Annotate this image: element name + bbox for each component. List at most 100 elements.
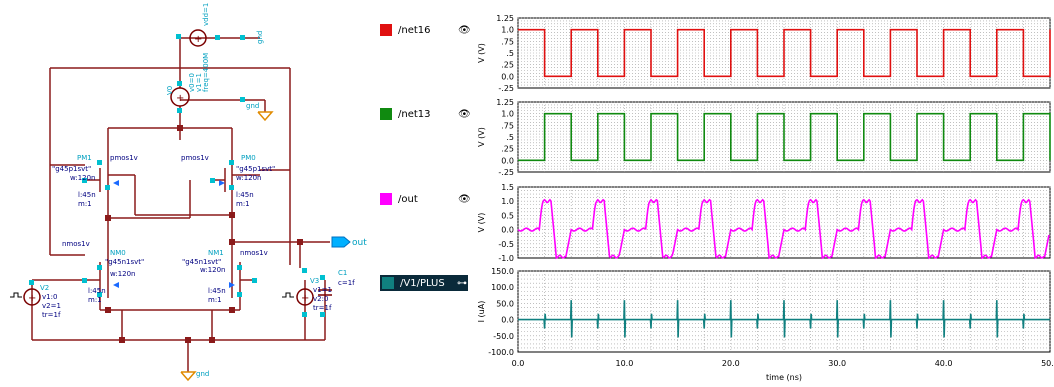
vdd-gnd-label: gnd: [256, 31, 264, 44]
v0-param-1: v1=1: [195, 73, 203, 92]
legend-label-out: /out: [398, 193, 418, 205]
nm0-model-label: "g45n1svt": [105, 258, 144, 266]
x-tick-label: 40.0: [935, 359, 953, 368]
y-tick-label: -50.0: [493, 332, 514, 341]
y-tick-label: -1.0: [498, 254, 514, 263]
visibility-eye-icon[interactable]: 👁: [458, 24, 471, 36]
y-axis-title: V (V): [477, 127, 486, 147]
v0-gnd-label: gnd: [246, 102, 259, 110]
legend-swatch-v1-plus: [382, 277, 394, 289]
pm0-length-label: l:45n: [236, 191, 254, 199]
y-tick-label: .25: [501, 145, 514, 154]
y-tick-label: 1.0: [501, 197, 514, 206]
schematic-canvas[interactable]: + + + +: [0, 0, 370, 387]
v0-param-0: v0=0: [188, 73, 196, 92]
c1-name-label: C1: [338, 269, 347, 277]
visibility-toggle-icon[interactable]: ⊶: [457, 277, 467, 289]
schematic-drawing[interactable]: + + + +: [0, 0, 370, 387]
pm1-length-label: l:45n: [78, 191, 96, 199]
waveform-viewer[interactable]: 1.25 1.0 .75 .5 .25 0.0 -.25 V (V) 1.25 1.0 .75 .5.…: [470, 0, 1054, 387]
y-axis-title: I (uA): [477, 301, 486, 323]
bottom-gnd-label: gnd: [196, 370, 209, 378]
x-tick-label: 20.0: [722, 359, 740, 368]
series-line-net13: [518, 112, 1051, 162]
c1-value-label: c=1f: [338, 279, 355, 287]
y-tick-label: -100.0: [488, 348, 514, 357]
legend-item-net13[interactable]: /net13 👁: [380, 106, 471, 122]
svg-text:+: +: [301, 293, 309, 304]
y-tick-label: 0.0: [501, 226, 514, 235]
nm0-width-label: w:120n: [110, 270, 136, 278]
nm0-name-label: NM0: [110, 249, 126, 257]
nm1-name-label: NM1: [208, 249, 224, 257]
x-tick-label: 30.0: [828, 359, 846, 368]
y-tick-label: 1.5: [501, 183, 514, 192]
visibility-eye-icon[interactable]: 👁: [458, 193, 471, 205]
series-line-v1plus: [518, 300, 1050, 338]
y-tick-label: -.25: [498, 168, 514, 177]
pm1-model-label: "g45p1svt": [52, 165, 91, 173]
series-line-out: [517, 198, 1050, 260]
pm0-width-label: w:120n: [236, 174, 262, 182]
legend-label-net13: /net13: [398, 108, 431, 120]
y-tick-label: 1.25: [496, 98, 514, 107]
y-tick-label: 100.0: [491, 283, 514, 292]
v3-v2-label: v2:0: [313, 295, 328, 303]
y-tick-label: .5: [506, 133, 514, 142]
legend-swatch-net13: [380, 108, 392, 120]
nm1-type-label: nmos1v: [240, 249, 268, 257]
y-tick-label: .75: [501, 121, 514, 130]
nm1-model-label: "g45n1svt": [182, 258, 221, 266]
nm0-length-label: l:45n: [88, 287, 106, 295]
legend-label-net16: /net16: [398, 24, 431, 36]
y-tick-label: 1.0: [501, 26, 514, 35]
legend-swatch-out: [380, 193, 392, 205]
x-tick-label: 50.0: [1041, 359, 1054, 368]
legend-swatch-net16: [380, 24, 392, 36]
y-tick-label: 0.0: [501, 72, 514, 81]
pm0-mult-label: m:1: [236, 200, 250, 208]
pm0-model-label: "g45p1svt": [236, 165, 275, 173]
nm0-mult-label: m:1: [88, 296, 102, 304]
v3-v1-label: v1=1: [313, 286, 332, 294]
pm0-name-label: PM0: [241, 154, 256, 162]
svg-text:+: +: [28, 293, 36, 304]
v2-tr-label: tr=1f: [42, 311, 61, 319]
series-line-net16: [518, 28, 1051, 78]
y-tick-label: .25: [501, 61, 514, 70]
vdd-source-label: vdd=1: [202, 3, 210, 26]
pm0-type-label: pmos1v: [181, 154, 209, 162]
v0-param-2: freq=400M: [202, 53, 210, 92]
y-tick-label: 1.0: [501, 110, 514, 119]
legend-label-v1-plus: /V1/PLUS: [400, 277, 445, 289]
legend-item-out[interactable]: /out 👁: [380, 191, 471, 207]
legend-item-net16[interactable]: /net16 👁: [380, 22, 471, 38]
v0-name-label: V0: [166, 86, 174, 95]
x-tick-label: 10.0: [615, 359, 633, 368]
y-tick-label: 150.0: [491, 267, 514, 276]
visibility-eye-icon[interactable]: 👁: [458, 108, 471, 120]
v3-name-label: V3: [310, 277, 319, 285]
x-axis-title: time (ns): [766, 373, 802, 382]
y-tick-label: 0.0: [501, 316, 514, 325]
nm0-type-label: nmos1v: [62, 240, 90, 248]
out-pin-label: out: [352, 238, 367, 248]
y-tick-label: 0.5: [501, 211, 514, 220]
waveform-plots[interactable]: 1.25 1.0 .75 .5 .25 0.0 -.25 V (V) 1.25 1.0 .75 .5.…: [470, 0, 1054, 387]
nm1-width-label: w:120n: [200, 266, 226, 274]
pm1-type-label: pmos1v: [110, 154, 138, 162]
y-tick-label: .5: [506, 49, 514, 58]
nm1-length-label: l:45n: [208, 287, 226, 295]
pm1-name-label: PM1: [77, 154, 92, 162]
y-tick-label: 50.0: [496, 299, 514, 308]
pm1-width-label: w:120n: [70, 174, 96, 182]
y-tick-label: 1.25: [496, 14, 514, 23]
v3-tr-label: tr=1f: [313, 304, 332, 312]
nm1-mult-label: m:1: [208, 296, 222, 304]
v2-name-label: V2: [40, 284, 49, 292]
pm1-mult-label: m:1: [78, 200, 92, 208]
svg-text:+: +: [176, 93, 184, 104]
y-tick-label: 0.0: [501, 156, 514, 165]
legend-item-v1-plus[interactable]: /V1/PLUS ⊶: [380, 275, 468, 291]
